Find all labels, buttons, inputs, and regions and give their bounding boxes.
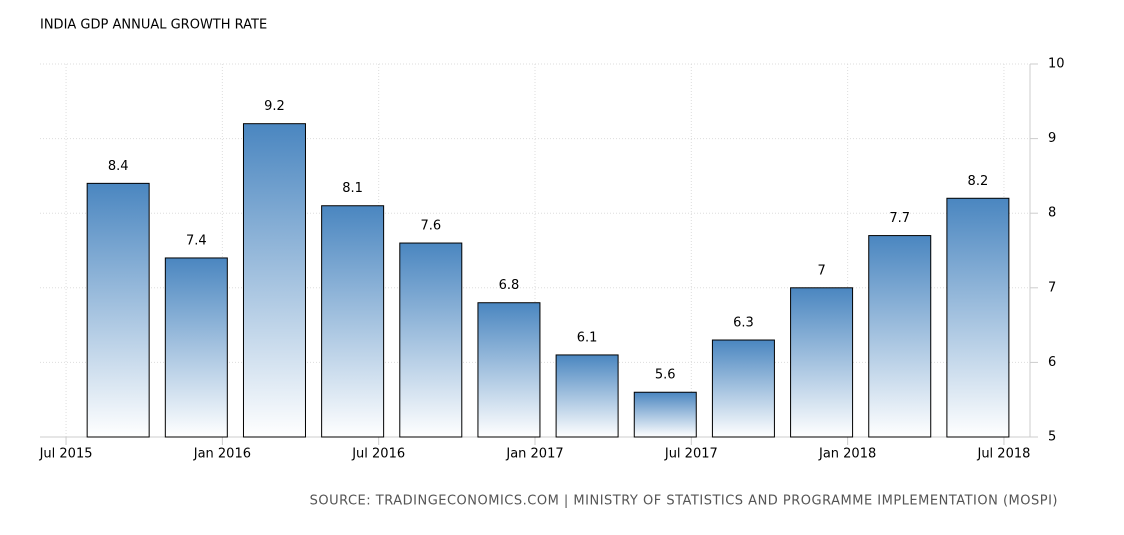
source: SOURCE: TRADINGECONOMICS.COM | MINISTRY … (310, 494, 1058, 509)
value-label: 7 (817, 263, 825, 278)
bar (321, 205, 385, 438)
value-label: 8.1 (342, 181, 363, 196)
bar (946, 197, 1010, 438)
value-label: 5.6 (655, 368, 676, 383)
y-tick-label: 5 (1048, 430, 1056, 445)
value-label: 9.2 (264, 99, 285, 114)
chart-title: INDIA GDP ANNUAL GROWTH RATE (40, 18, 267, 33)
x-tick-label: Jul 2017 (664, 447, 718, 462)
bar (790, 287, 854, 438)
y-tick-label: 8 (1048, 206, 1056, 221)
bar (555, 354, 619, 438)
y-tick-label: 6 (1048, 355, 1056, 370)
value-label: 6.8 (499, 278, 520, 293)
bar (86, 182, 150, 438)
value-label: 8.4 (108, 159, 129, 174)
x-tick-label: Jul 2018 (976, 447, 1030, 462)
value-label: 7.6 (420, 219, 441, 234)
x-tick-label: Jul 2016 (351, 447, 405, 462)
x-tick-label: Jul 2015 (39, 447, 93, 462)
bar (477, 302, 541, 438)
bar (633, 391, 697, 438)
y-tick-label: 9 (1048, 131, 1056, 146)
bar (868, 235, 932, 438)
x-tick-label: Jan 2018 (818, 447, 876, 462)
y-tick-label: 10 (1048, 57, 1065, 72)
x-tick-label: Jan 2016 (193, 447, 251, 462)
bar (164, 257, 228, 438)
bar (399, 242, 463, 438)
bar (242, 123, 306, 438)
x-tick-label: Jan 2017 (505, 447, 563, 462)
value-label: 7.7 (889, 211, 910, 226)
value-label: 6.3 (733, 316, 754, 331)
value-label: 8.2 (968, 174, 989, 189)
y-tick-label: 7 (1048, 280, 1056, 295)
value-label: 6.1 (577, 330, 598, 345)
value-label: 7.4 (186, 233, 207, 248)
bar (711, 339, 775, 438)
